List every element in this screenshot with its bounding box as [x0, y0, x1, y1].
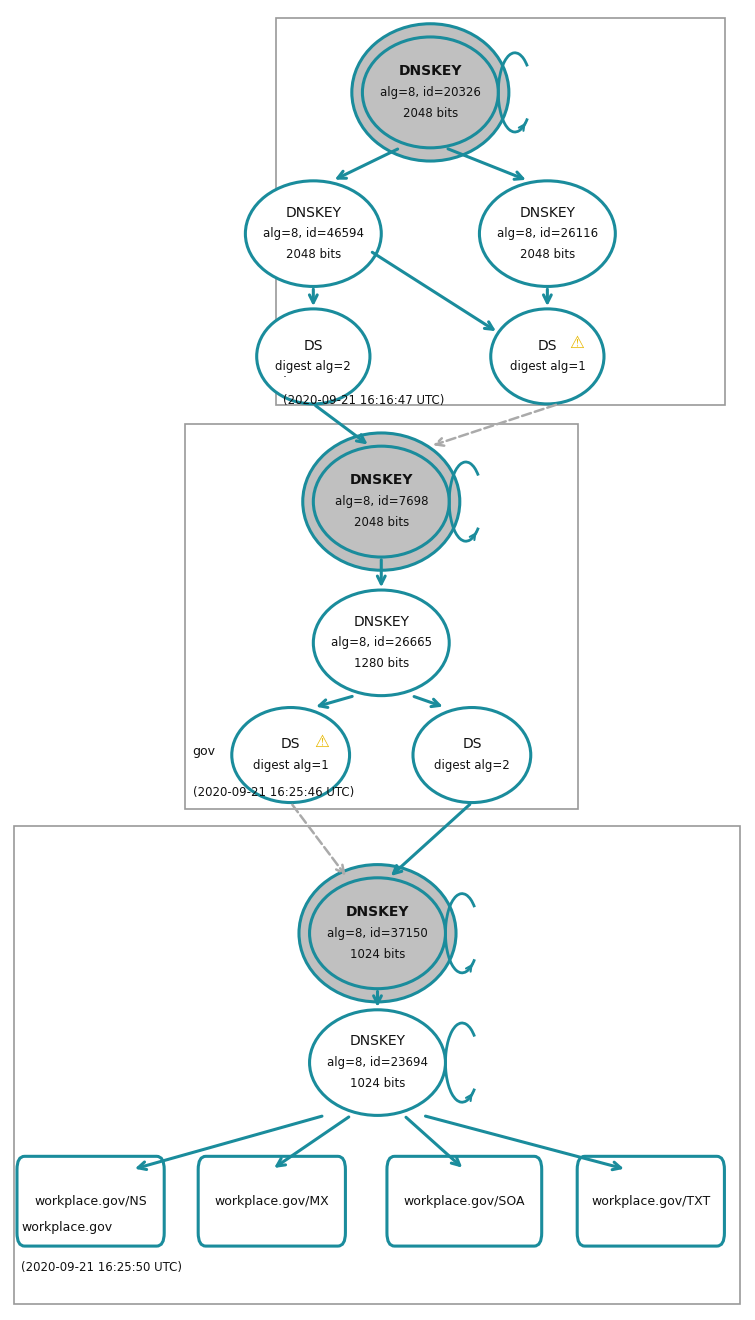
Ellipse shape — [479, 181, 615, 286]
Text: gov: gov — [193, 744, 215, 758]
Text: DNSKEY: DNSKEY — [346, 906, 409, 919]
FancyBboxPatch shape — [14, 826, 740, 1304]
FancyBboxPatch shape — [387, 1156, 541, 1246]
Ellipse shape — [245, 181, 381, 286]
FancyBboxPatch shape — [276, 18, 725, 405]
Text: ⚠: ⚠ — [314, 733, 328, 751]
Ellipse shape — [313, 446, 449, 557]
Text: workplace.gov/MX: workplace.gov/MX — [214, 1195, 329, 1208]
FancyBboxPatch shape — [577, 1156, 724, 1246]
Text: digest alg=2: digest alg=2 — [276, 360, 351, 374]
Text: 2048 bits: 2048 bits — [353, 516, 409, 529]
Ellipse shape — [352, 24, 509, 161]
Ellipse shape — [313, 590, 449, 696]
Text: 1024 bits: 1024 bits — [350, 948, 405, 961]
Text: digest alg=1: digest alg=1 — [510, 360, 585, 374]
Text: (2020-09-21 16:16:47 UTC): (2020-09-21 16:16:47 UTC) — [283, 393, 445, 407]
Text: (2020-09-21 16:25:46 UTC): (2020-09-21 16:25:46 UTC) — [193, 785, 354, 799]
Text: alg=8, id=37150: alg=8, id=37150 — [327, 927, 428, 940]
Text: alg=8, id=26665: alg=8, id=26665 — [331, 636, 432, 649]
Ellipse shape — [362, 37, 498, 148]
Text: 2048 bits: 2048 bits — [285, 248, 341, 261]
Ellipse shape — [310, 878, 445, 989]
Text: .: . — [283, 367, 287, 380]
FancyBboxPatch shape — [17, 1156, 164, 1246]
Text: DNSKEY: DNSKEY — [399, 65, 462, 78]
Ellipse shape — [491, 309, 604, 404]
Text: DNSKEY: DNSKEY — [353, 615, 409, 628]
Text: digest alg=2: digest alg=2 — [434, 759, 510, 772]
FancyBboxPatch shape — [198, 1156, 345, 1246]
Text: workplace.gov/TXT: workplace.gov/TXT — [591, 1195, 710, 1208]
Text: 2048 bits: 2048 bits — [402, 107, 458, 120]
Text: DNSKEY: DNSKEY — [285, 206, 341, 219]
Text: 2048 bits: 2048 bits — [519, 248, 575, 261]
Ellipse shape — [310, 1010, 445, 1115]
Text: workplace.gov/NS: workplace.gov/NS — [34, 1195, 147, 1208]
Text: ⚠: ⚠ — [569, 334, 584, 352]
Text: workplace.gov/SOA: workplace.gov/SOA — [404, 1195, 525, 1208]
Text: 1024 bits: 1024 bits — [350, 1077, 405, 1090]
Text: DS: DS — [462, 738, 482, 751]
Text: (2020-09-21 16:25:50 UTC): (2020-09-21 16:25:50 UTC) — [21, 1261, 182, 1274]
Ellipse shape — [299, 865, 456, 1002]
Text: alg=8, id=46594: alg=8, id=46594 — [263, 227, 364, 240]
Ellipse shape — [232, 708, 350, 803]
Ellipse shape — [303, 433, 460, 570]
Text: alg=8, id=20326: alg=8, id=20326 — [380, 86, 481, 99]
Text: alg=8, id=7698: alg=8, id=7698 — [334, 495, 428, 508]
Ellipse shape — [257, 309, 370, 404]
Text: workplace.gov: workplace.gov — [21, 1221, 112, 1234]
Text: DS: DS — [538, 339, 557, 352]
Text: DS: DS — [304, 339, 323, 352]
Text: alg=8, id=26116: alg=8, id=26116 — [497, 227, 598, 240]
Text: DNSKEY: DNSKEY — [519, 206, 575, 219]
Text: DS: DS — [281, 738, 300, 751]
Ellipse shape — [413, 708, 531, 803]
Text: 1280 bits: 1280 bits — [353, 657, 409, 671]
Text: alg=8, id=23694: alg=8, id=23694 — [327, 1056, 428, 1069]
FancyBboxPatch shape — [185, 424, 578, 809]
Text: DNSKEY: DNSKEY — [350, 474, 413, 487]
Text: digest alg=1: digest alg=1 — [253, 759, 328, 772]
Text: DNSKEY: DNSKEY — [350, 1035, 405, 1048]
